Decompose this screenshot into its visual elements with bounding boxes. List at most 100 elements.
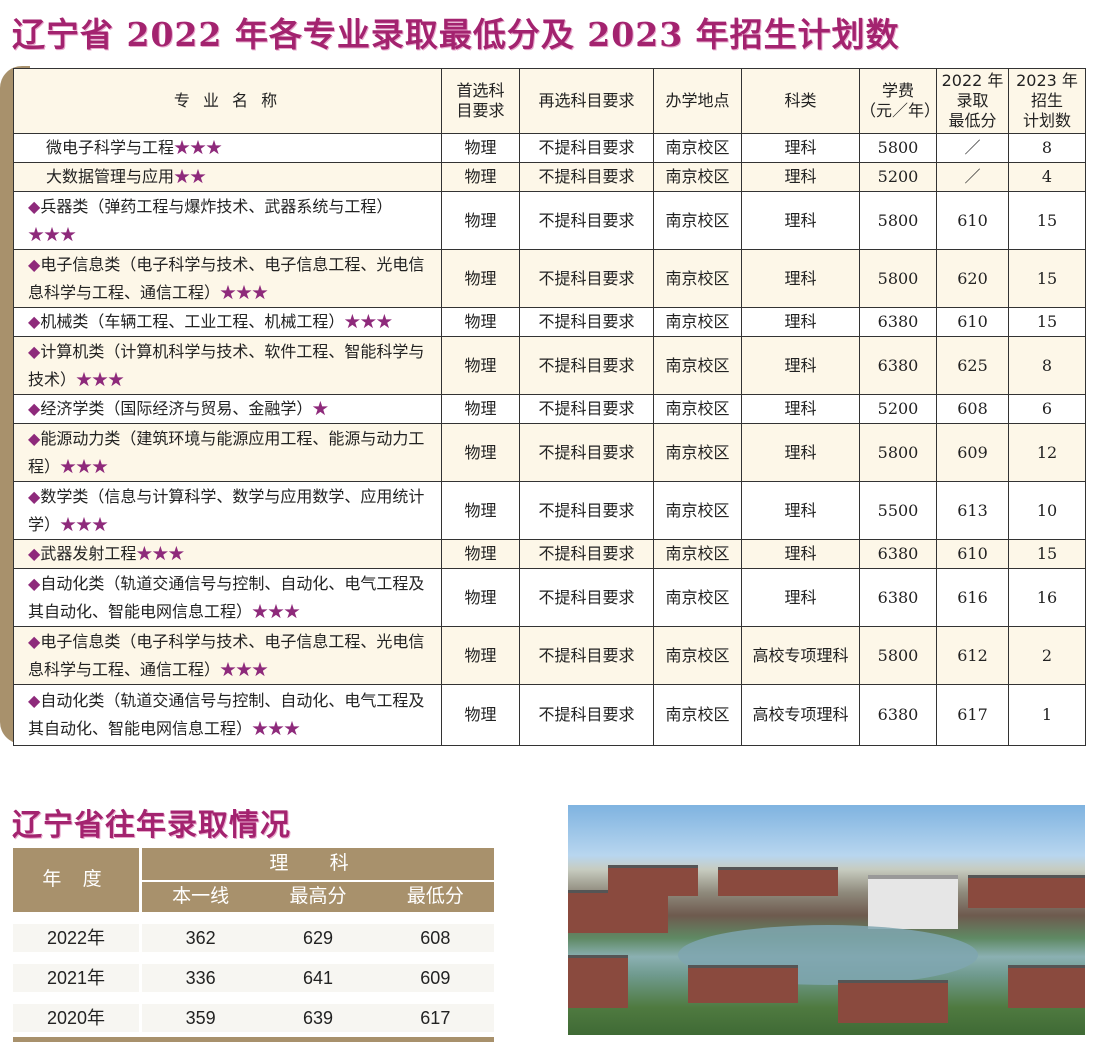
column-header: 2022 年 录取 最低分 (936, 68, 1009, 134)
history-header: 年 度 理 科 本一线 最高分 最低分 (13, 848, 494, 912)
category-cell: 高校专项理科 (741, 684, 860, 746)
campus-cell: 南京校区 (653, 249, 742, 308)
star-rating: ★★★ (252, 719, 301, 738)
second-cell: 不提科目要求 (519, 307, 654, 337)
first-cell: 物理 (441, 307, 520, 337)
fee-cell: 6380 (859, 539, 937, 569)
history-table: 年 度 理 科 本一线 最高分 最低分 2022年 362 629 608 2021年 3… (13, 848, 494, 1042)
major-name-cell: ◆电子信息类（电子科学与技术、电子信息工程、光电信息科学与工程、通信工程）★★★ (13, 249, 442, 308)
major-name-cell: ◆兵器类（弹药工程与爆炸技术、武器系统与工程） ★★★ (13, 191, 442, 250)
min2022-cell: 617 (936, 684, 1009, 746)
plan2023-cell: 15 (1008, 249, 1086, 308)
score-cell: 629 (259, 924, 377, 952)
major-name: 兵器类（弹药工程与爆炸技术、武器系统与工程） (40, 196, 393, 216)
category-cell: 理科 (741, 481, 860, 540)
campus-cell: 南京校区 (653, 394, 742, 424)
star-rating: ★★★ (28, 224, 77, 244)
major-name-cell: ◆能源动力类（建筑环境与能源应用工程、能源与动力工程）★★★ (13, 423, 442, 482)
plan2023-cell: 8 (1008, 133, 1086, 163)
major-name-cell: ◆经济学类（国际经济与贸易、金融学）★ (13, 394, 442, 424)
second-cell: 不提科目要求 (519, 539, 654, 569)
second-cell: 不提科目要求 (519, 133, 654, 163)
second-cell: 不提科目要求 (519, 423, 654, 482)
category-cell: 理科 (741, 307, 860, 337)
plan2023-cell: 6 (1008, 394, 1086, 424)
column-header: 2023 年 招生 计划数 (1008, 68, 1086, 134)
campus-cell: 南京校区 (653, 626, 742, 685)
category-cell: 理科 (741, 249, 860, 308)
major-name: 经济学类（国际经济与贸易、金融学） (40, 399, 313, 418)
first-cell: 物理 (441, 133, 520, 163)
plan2023-cell: 4 (1008, 162, 1086, 192)
fee-cell: 6380 (859, 307, 937, 337)
campus-cell: 南京校区 (653, 684, 742, 746)
column-header: 学费 （元／年） (859, 68, 940, 134)
second-cell: 不提科目要求 (519, 162, 654, 192)
plan2023-cell: 2 (1008, 626, 1086, 685)
column-header: 办学地点 (653, 68, 742, 134)
category-cell: 理科 (741, 133, 860, 163)
plan2023-cell: 15 (1008, 307, 1086, 337)
star-rating: ★★★ (344, 312, 393, 331)
diamond-icon: ◆ (28, 196, 41, 216)
second-cell: 不提科目要求 (519, 336, 654, 395)
major-name-cell: 微电子科学与工程★★★ (13, 133, 442, 163)
diamond-icon: ◆ (28, 691, 41, 710)
history-row: 2022年 362 629 608 (13, 924, 494, 952)
major-name: 电子信息类（电子科学与技术、电子信息工程、光电信息科学与工程、通信工程） (28, 254, 425, 302)
diamond-icon: ◆ (28, 573, 41, 593)
fee-cell: 5800 (859, 626, 937, 685)
diamond-icon: ◆ (28, 631, 41, 651)
star-rating: ★★★ (220, 282, 269, 302)
second-cell: 不提科目要求 (519, 249, 654, 308)
plan2023-cell: 15 (1008, 539, 1086, 569)
min2022-cell: 616 (936, 568, 1009, 627)
category-cell: 理科 (741, 394, 860, 424)
campus-cell: 南京校区 (653, 539, 742, 569)
min2022-cell: 610 (936, 191, 1009, 250)
campus-cell: 南京校区 (653, 133, 742, 163)
min2022-cell: 608 (936, 394, 1009, 424)
diamond-icon: ◆ (28, 254, 41, 274)
fee-cell: 6380 (859, 336, 937, 395)
history-title: 辽宁省往年录取情况 (12, 808, 291, 843)
first-cell: 物理 (441, 539, 520, 569)
second-cell: 不提科目要求 (519, 394, 654, 424)
first-cell: 物理 (441, 481, 520, 540)
major-name-cell: ◆机械类（车辆工程、工业工程、机械工程）★★★ (13, 307, 442, 337)
major-name-cell: ◆武器发射工程★★★ (13, 539, 442, 569)
category-cell: 理科 (741, 336, 860, 395)
star-rating: ★★★ (252, 601, 301, 621)
year-header: 年 度 (13, 848, 142, 912)
major-name: 机械类（车辆工程、工业工程、机械工程） (40, 312, 345, 331)
major-name: 微电子科学与工程 (46, 138, 175, 157)
first-cell: 物理 (441, 626, 520, 685)
min2022-cell: 612 (936, 626, 1009, 685)
first-cell: 物理 (441, 423, 520, 482)
campus-cell: 南京校区 (653, 568, 742, 627)
campus-cell: 南京校区 (653, 191, 742, 250)
score-cell: 359 (142, 1004, 260, 1032)
column-header: 首选科 目要求 (441, 68, 520, 134)
year-cell: 2022年 (13, 924, 139, 952)
major-name-cell: ◆计算机类（计算机科学与技术、软件工程、智能科学与技术）★★★ (13, 336, 442, 395)
campus-aerial-photo (568, 805, 1085, 1035)
score-cell: 336 (142, 964, 260, 992)
score-cell: 641 (259, 964, 377, 992)
min2022-cell: 620 (936, 249, 1009, 308)
major-name: 自动化类（轨道交通信号与控制、自动化、电气工程及其自动化、智能电网信息工程） (28, 691, 425, 738)
min2022-cell: 610 (936, 539, 1009, 569)
major-name: 数学类（信息与计算科学、数学与应用数学、应用统计学） (28, 486, 425, 534)
first-cell: 物理 (441, 191, 520, 250)
fee-cell: 5800 (859, 249, 937, 308)
year-cell: 2020年 (13, 1004, 139, 1032)
table-row: ◆电子信息类（电子科学与技术、电子信息工程、光电信息科学与工程、通信工程）★★★… (13, 249, 1086, 308)
plan2023-cell: 12 (1008, 423, 1086, 482)
table-row: ◆自动化类（轨道交通信号与控制、自动化、电气工程及其自动化、智能电网信息工程）★… (13, 684, 1086, 746)
plan2023-cell: 8 (1008, 336, 1086, 395)
page-title: 辽宁省 2022 年各专业录取最低分及 2023 年招生计划数 (12, 15, 900, 54)
major-name: 能源动力类（建筑环境与能源应用工程、能源与动力工程） (28, 428, 425, 476)
plan2023-cell: 1 (1008, 684, 1086, 746)
diamond-icon: ◆ (28, 341, 41, 361)
table-row: ◆电子信息类（电子科学与技术、电子信息工程、光电信息科学与工程、通信工程）★★★… (13, 626, 1086, 685)
